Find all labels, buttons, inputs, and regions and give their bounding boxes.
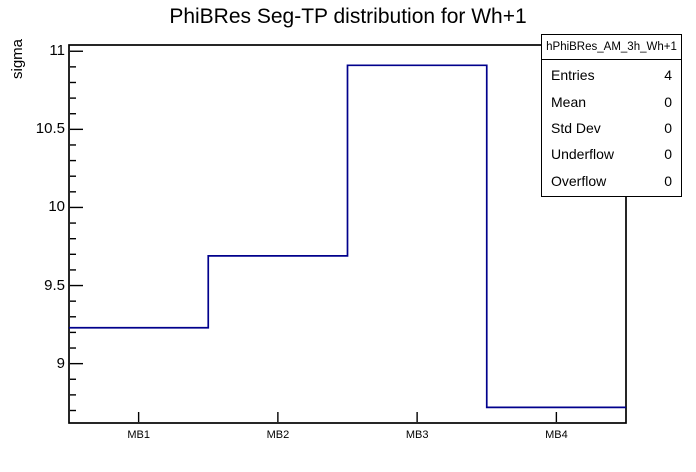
stats-row-value: 0 <box>664 119 672 136</box>
stats-box-title: hPhiBRes_AM_3h_Wh+1 <box>542 35 681 60</box>
stats-row-value: 0 <box>664 146 672 163</box>
stats-row-value: 0 <box>664 93 672 110</box>
stats-row-label: Mean <box>551 93 587 110</box>
y-tick-label: 10.5 <box>35 120 65 138</box>
stats-row-label: Std Dev <box>551 119 601 136</box>
x-tick-label: MB1 <box>127 429 150 441</box>
stats-row: Mean 0 <box>542 94 681 110</box>
x-tick-label: MB3 <box>405 429 429 441</box>
y-tick-label: 9.5 <box>44 276 65 294</box>
axis-frame <box>68 44 627 424</box>
stats-row-label: Overflow <box>551 172 607 189</box>
stats-box-rows: Entries 4 Mean 0 Std Dev 0 Underflow 0 Overflow 0 <box>542 60 681 196</box>
stats-row-label: Entries <box>551 67 595 84</box>
stats-row: Entries 4 <box>542 67 681 83</box>
stats-row: Underflow 0 <box>542 146 681 162</box>
x-tick-label: MB4 <box>545 429 568 441</box>
stats-row-label: Underflow <box>551 146 615 163</box>
stats-box[interactable]: hPhiBRes_AM_3h_Wh+1 Entries 4 Mean 0 Std Dev… <box>541 34 682 197</box>
stats-row-value: 4 <box>664 67 672 84</box>
stats-row: Std Dev 0 <box>542 120 681 136</box>
stats-row-value: 0 <box>664 172 672 189</box>
y-tick-label: 11 <box>49 42 65 60</box>
y-tick-label: 9 <box>56 354 65 372</box>
stats-row: Overflow 0 <box>542 173 681 189</box>
y-tick-label: 10 <box>48 198 65 216</box>
chart-title: PhiBRes Seg-TP distribution for Wh+1 <box>169 5 527 28</box>
x-tick-label: MB2 <box>266 429 290 441</box>
histogram-step-line <box>69 64 626 409</box>
